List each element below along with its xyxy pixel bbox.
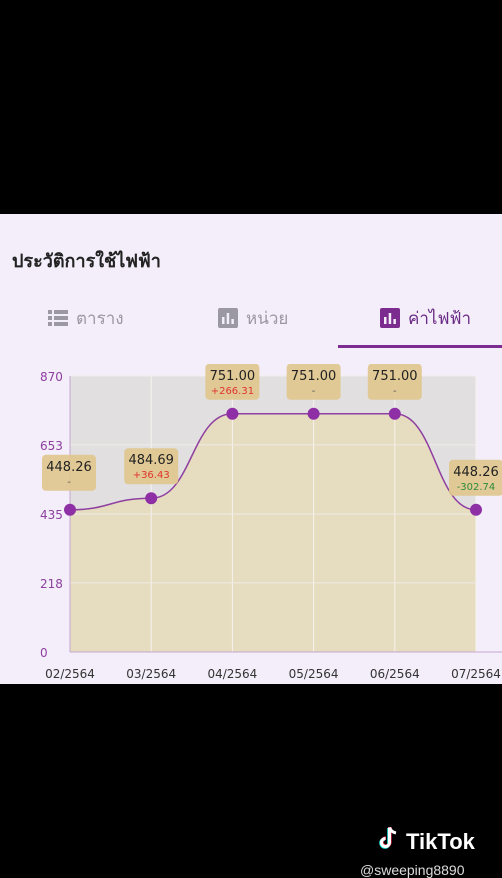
y-tick-label: 435 xyxy=(40,508,63,522)
page-title: ประวัติการใช้ไฟฟ้า xyxy=(12,251,161,272)
tiktok-brand: TikTok xyxy=(406,829,475,854)
tab-table[interactable]: ตาราง xyxy=(48,304,124,332)
x-tick-label: 03/2564 xyxy=(126,667,176,681)
x-tick-label: 05/2564 xyxy=(289,667,339,681)
y-tick-label: 218 xyxy=(40,577,63,591)
data-label-box xyxy=(42,454,96,491)
data-label-box xyxy=(205,364,260,400)
cost-chart: 870 653 435 218 0 448.26 - 484.69 +36.43 751.00 +2… xyxy=(40,364,502,681)
data-point xyxy=(64,503,76,516)
data-label-value: 751.00 xyxy=(372,369,418,384)
tab-cost-label: ค่าไฟฟ้า xyxy=(408,308,472,329)
data-label-change: -302.74 xyxy=(457,482,496,493)
data-label-change: - xyxy=(312,386,316,397)
tiktok-watermark: TikTok xyxy=(376,826,475,858)
tiktok-logo-icon xyxy=(376,826,400,858)
active-tab-indicator xyxy=(338,345,502,348)
data-point xyxy=(388,407,401,420)
data-label-value: 448.26 xyxy=(46,460,92,475)
data-point xyxy=(145,492,158,505)
data-label-change: +266.31 xyxy=(211,386,254,397)
x-tick-label: 02/2564 xyxy=(45,667,95,681)
tab-units[interactable]: หน่วย xyxy=(218,304,288,332)
data-label-box xyxy=(124,448,179,485)
x-tick-label: 06/2564 xyxy=(370,667,420,681)
data-label-value: 751.00 xyxy=(210,369,256,384)
x-tick-label: 07/2564 xyxy=(451,667,501,681)
bar-chart-icon xyxy=(380,308,400,328)
data-label-change: +36.43 xyxy=(133,470,170,481)
data-label-box xyxy=(367,364,422,400)
y-tick-label: 870 xyxy=(40,370,63,384)
data-point xyxy=(226,407,239,420)
data-point xyxy=(470,503,482,516)
data-label-value: 751.00 xyxy=(291,369,337,384)
tab-table-label: ตาราง xyxy=(76,308,124,329)
y-tick-label: 0 xyxy=(40,646,48,660)
area-fill xyxy=(70,413,476,652)
data-point xyxy=(307,407,320,420)
tab-cost[interactable]: ค่าไฟฟ้า xyxy=(380,304,471,332)
table-list-icon xyxy=(48,309,68,327)
x-tick-label: 04/2564 xyxy=(207,667,257,681)
bar-chart-icon xyxy=(218,308,238,328)
data-label-change: - xyxy=(393,386,397,397)
data-label-value: 484.69 xyxy=(128,453,174,468)
data-label-value: 448.26 xyxy=(453,465,499,480)
data-label-change: - xyxy=(67,477,71,488)
data-label-box xyxy=(449,459,502,496)
app-screen: ประวัติการใช้ไฟฟ้า ตาราง หน่วย ค่าไฟฟ้า … xyxy=(0,214,502,684)
tab-units-label: หน่วย xyxy=(246,308,289,329)
y-tick-label: 653 xyxy=(40,439,63,453)
tiktok-handle: @sweeping8890 xyxy=(360,862,465,878)
data-label-box xyxy=(286,364,341,400)
